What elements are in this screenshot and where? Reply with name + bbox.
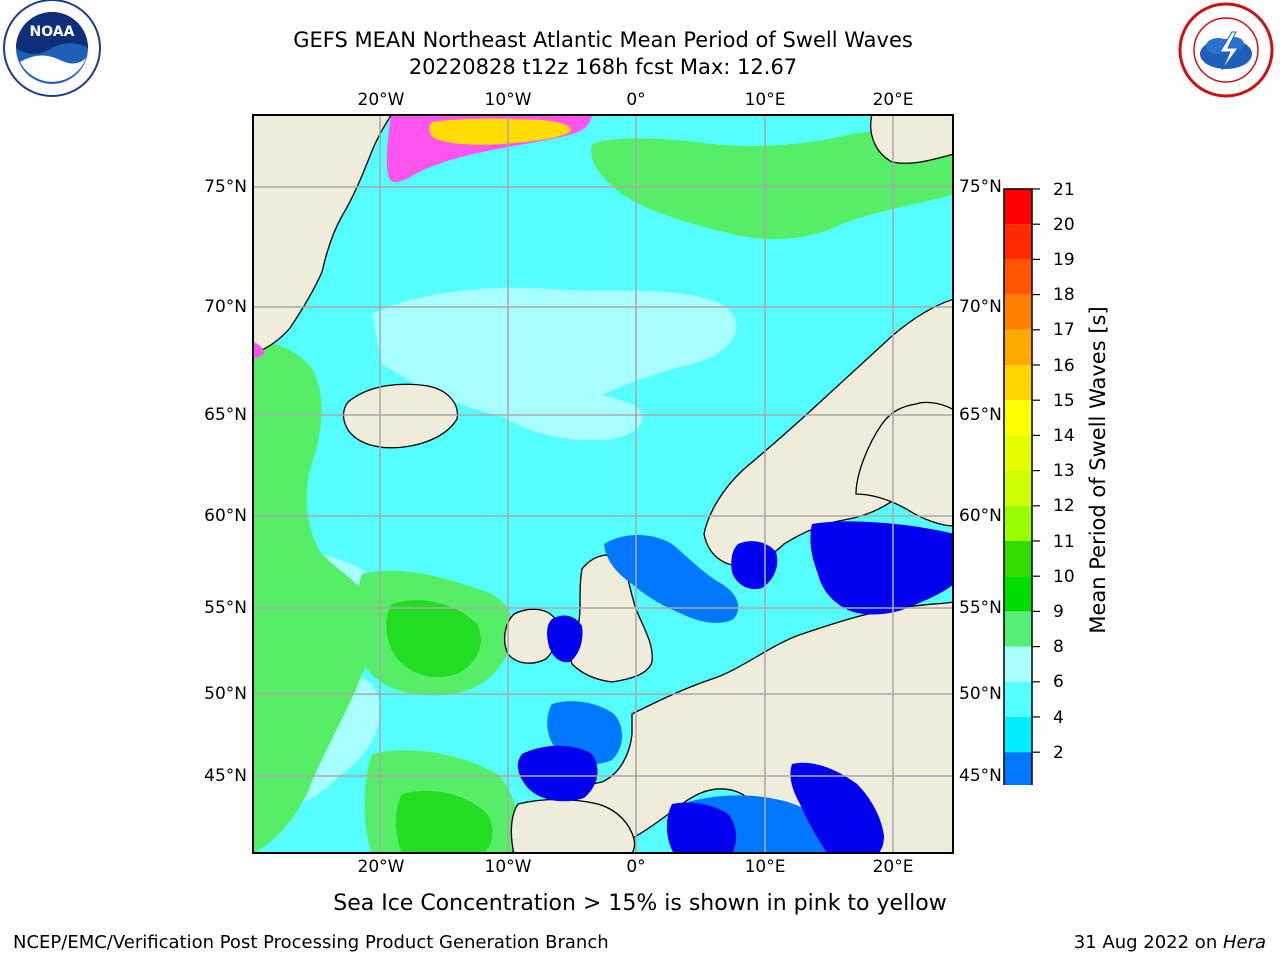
colorbar-segment xyxy=(1004,505,1032,541)
swell-dark-blue-baltic xyxy=(810,521,954,615)
lon-label-top-10w: 10°W xyxy=(484,90,532,110)
colorbar xyxy=(1000,185,1040,785)
sea-ice-pink-greenland-west xyxy=(252,342,264,358)
colorbar-tick-19: 19 xyxy=(1053,250,1075,270)
colorbar-segment xyxy=(1004,435,1032,471)
swell-dark-blue-med xyxy=(666,802,737,854)
colorbar-tick-13: 13 xyxy=(1053,461,1075,481)
lat-label-left-60n: 60°N xyxy=(204,506,247,526)
lon-label-top-0: 0° xyxy=(626,90,646,110)
lat-label-left-75n: 75°N xyxy=(204,177,247,197)
noaa-logo: NOAA xyxy=(0,0,104,104)
footer-right: 31 Aug 2022 on Hera xyxy=(1074,932,1266,954)
colorbar-label: Mean Period of Swell Waves [s] xyxy=(1086,306,1110,634)
colorbar-tick-15: 15 xyxy=(1053,391,1075,411)
map-title-line1: GEFS MEAN Northeast Atlantic Mean Period… xyxy=(293,28,913,52)
colorbar-tick-2: 2 xyxy=(1053,743,1064,763)
colorbar-segment xyxy=(1004,646,1032,682)
swell-blue-north-sea xyxy=(604,535,739,623)
sea-ice-note: Sea Ice Concentration > 15% is shown in … xyxy=(333,891,947,916)
map-panel xyxy=(252,114,954,854)
land-iceland xyxy=(342,383,459,449)
colorbar-tick-14: 14 xyxy=(1053,426,1075,446)
colorbar-tick-21: 21 xyxy=(1053,180,1075,200)
colorbar-segment xyxy=(1004,752,1032,785)
colorbar-tick-12: 12 xyxy=(1053,496,1075,516)
lon-label-bottom-10w: 10°W xyxy=(484,857,532,877)
colorbar-segment xyxy=(1004,470,1032,506)
colorbar-tick-6: 6 xyxy=(1053,672,1064,692)
nws-logo xyxy=(1176,2,1280,102)
colorbar-segment xyxy=(1004,224,1032,260)
map-title-line2: 20220828 t12z 168h fcst Max: 12.67 xyxy=(408,55,798,79)
colorbar-segment xyxy=(1004,365,1032,401)
footer-date: 31 Aug 2022 on xyxy=(1073,932,1223,953)
footer-machine: Hera xyxy=(1222,932,1266,953)
colorbar-segment xyxy=(1004,400,1032,436)
lat-label-left-65n: 65°N xyxy=(204,405,247,425)
colorbar-tick-9: 9 xyxy=(1053,602,1064,622)
swell-green-west xyxy=(252,342,377,854)
colorbar-segment xyxy=(1004,329,1032,365)
colorbar-segment xyxy=(1004,294,1032,330)
swell-light-cyan-north xyxy=(372,287,737,420)
colorbar-segment xyxy=(1004,717,1032,753)
lat-label-left-50n: 50°N xyxy=(204,684,247,704)
svg-text:NOAA: NOAA xyxy=(30,24,75,40)
graticule xyxy=(252,114,954,854)
lon-label-bottom-20e: 20°E xyxy=(872,857,914,877)
lon-label-bottom-0: 0° xyxy=(626,857,646,877)
colorbar-tick-16: 16 xyxy=(1053,356,1075,376)
lat-label-right-50n: 50°N xyxy=(959,684,1002,704)
colorbar-segment xyxy=(1004,611,1032,647)
swell-dark-green-core xyxy=(386,600,481,678)
lon-label-bottom-10e: 10°E xyxy=(744,857,786,877)
colorbar-segment xyxy=(1004,681,1032,717)
colorbar-outline xyxy=(1003,188,1033,785)
colorbar-segment xyxy=(1004,576,1032,612)
colorbar-tick-17: 17 xyxy=(1053,320,1075,340)
lat-label-right-55n: 55°N xyxy=(959,598,1002,618)
lon-label-bottom-20w: 20°W xyxy=(357,857,405,877)
colorbar-tick-18: 18 xyxy=(1053,285,1075,305)
colorbar-segment xyxy=(1004,259,1032,295)
swell-dark-blue-biscay xyxy=(517,745,598,802)
lon-label-top-20e: 20°E xyxy=(872,90,914,110)
lat-label-left-45n: 45°N xyxy=(204,766,247,786)
lat-label-right-60n: 60°N xyxy=(959,506,1002,526)
sea-ice-yellow xyxy=(429,118,571,145)
lon-label-top-20w: 20°W xyxy=(357,90,405,110)
footer-left: NCEP/EMC/Verification Post Processing Pr… xyxy=(13,932,609,953)
swell-dark-blue-irish-sea xyxy=(547,615,583,663)
swell-dark-green-south xyxy=(396,790,493,854)
lat-label-right-65n: 65°N xyxy=(959,405,1002,425)
colorbar-tick-10: 10 xyxy=(1053,567,1075,587)
lat-label-left-55n: 55°N xyxy=(204,598,247,618)
colorbar-tick-4: 4 xyxy=(1053,708,1064,728)
colorbar-tick-11: 11 xyxy=(1053,532,1075,552)
land-greenland xyxy=(252,114,393,355)
lat-label-right-70n: 70°N xyxy=(959,297,1002,317)
lon-label-top-10e: 10°E xyxy=(744,90,786,110)
land-svalbard xyxy=(870,114,954,164)
colorbar-segment xyxy=(1004,541,1032,577)
swell-dark-blue-adriatic xyxy=(790,762,884,854)
lat-label-right-75n: 75°N xyxy=(959,177,1002,197)
colorbar-tick-20: 20 xyxy=(1053,215,1075,235)
lat-label-right-45n: 45°N xyxy=(959,766,1002,786)
swell-green-arctic xyxy=(591,119,954,240)
land-ireland xyxy=(503,608,560,664)
colorbar-tick-8: 8 xyxy=(1053,637,1064,657)
colorbar-segment xyxy=(1004,189,1032,225)
lat-label-left-70n: 70°N xyxy=(204,297,247,317)
map-border xyxy=(252,114,954,854)
